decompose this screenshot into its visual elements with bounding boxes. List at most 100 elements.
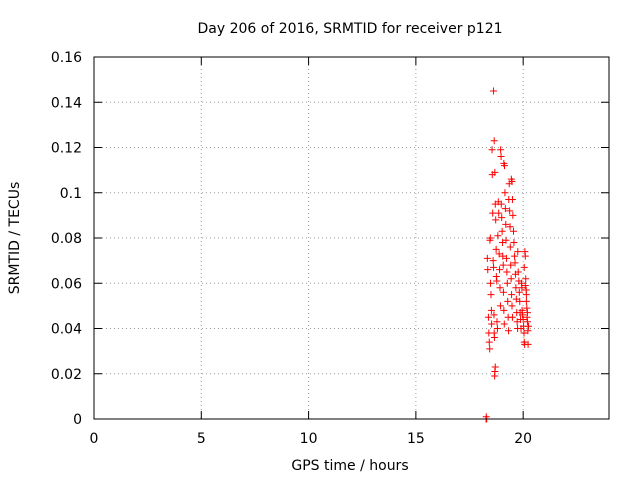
data-point-marker [496, 284, 504, 292]
data-point-marker [492, 245, 500, 253]
y-tick-label: 0.08 [51, 231, 82, 247]
data-point-marker [493, 277, 501, 285]
data-point-marker [503, 279, 511, 287]
y-tick-label: 0.12 [51, 141, 82, 157]
x-tick-label: 20 [514, 431, 532, 447]
data-point-marker [501, 189, 509, 197]
data-point-marker [509, 211, 517, 219]
data-point-marker [493, 318, 501, 326]
data-point-marker [515, 288, 523, 296]
data-point-marker [500, 306, 508, 314]
x-axis-label: GPS time / hours [291, 458, 408, 474]
data-point-marker [524, 340, 532, 348]
x-axis-ticks: 0 5 10 15 20 [90, 57, 532, 447]
data-point-marker [486, 345, 494, 353]
data-point-marker [490, 137, 498, 145]
data-point-marker [508, 291, 516, 299]
data-point-marker [508, 177, 516, 185]
data-point-marker [502, 236, 510, 244]
data-point-marker [521, 252, 529, 260]
data-point-marker [490, 334, 498, 342]
data-point-marker [494, 232, 502, 240]
data-point-marker [484, 313, 492, 321]
data-point-marker [492, 216, 500, 224]
data-point-marker [523, 304, 531, 312]
y-tick-label: 0.1 [60, 186, 82, 202]
data-point-marker [510, 227, 518, 235]
data-point-marker [506, 243, 514, 251]
data-point-marker [488, 146, 496, 154]
data-point-marker [522, 291, 530, 299]
data-point-marker [522, 275, 530, 283]
data-point-marker [511, 252, 519, 260]
data-point-marker [493, 325, 501, 332]
data-point-marker [491, 168, 499, 176]
y-tick-label: 0.14 [51, 95, 82, 111]
data-point-marker [499, 252, 507, 260]
data-point-marker [502, 220, 510, 228]
data-point-marker [510, 239, 518, 247]
data-point-marker [516, 297, 524, 305]
data-points [482, 87, 533, 423]
data-point-marker [486, 234, 494, 242]
data-point-marker [485, 338, 493, 346]
data-point-marker [500, 162, 508, 170]
data-point-marker [523, 318, 531, 326]
grid-lines [94, 57, 609, 419]
data-point-marker [523, 309, 531, 317]
x-tick-label: 0 [90, 431, 99, 447]
data-point-marker [490, 263, 498, 271]
x-tick-label: 5 [197, 431, 206, 447]
data-point-marker [512, 284, 520, 292]
data-point-marker [499, 261, 507, 269]
data-point-marker [487, 291, 495, 299]
data-point-marker [487, 279, 495, 287]
data-point-marker [489, 257, 497, 265]
data-point-marker [514, 248, 522, 256]
x-tick-label: 10 [300, 431, 318, 447]
y-tick-label: 0 [73, 412, 82, 428]
chart-title: Day 206 of 2016, SRMTID for receiver p12… [197, 21, 502, 37]
data-point-marker [484, 266, 492, 274]
data-point-marker [506, 223, 514, 231]
data-point-marker [497, 146, 505, 154]
data-point-marker [519, 311, 527, 319]
data-point-marker [498, 214, 506, 222]
data-point-marker [490, 311, 498, 319]
data-point-marker [514, 268, 522, 276]
y-axis-ticks: 0 0.02 0.04 0.06 0.08 0.1 0.12 0.14 0.16 [51, 50, 609, 428]
data-point-marker [483, 254, 491, 262]
y-tick-label: 0.16 [51, 50, 82, 66]
data-point-marker [508, 313, 516, 321]
data-point-marker [508, 302, 516, 310]
x-tick-label: 15 [407, 431, 425, 447]
data-point-marker [496, 266, 504, 274]
data-point-marker [501, 205, 509, 213]
data-point-marker [497, 153, 505, 161]
y-tick-label: 0.02 [51, 367, 82, 383]
data-point-marker [490, 87, 498, 95]
data-point-marker [495, 250, 503, 258]
data-point-marker [489, 209, 497, 217]
data-point-marker [520, 263, 528, 271]
data-point-marker [508, 196, 516, 204]
data-point-marker [499, 288, 507, 296]
data-point-marker [522, 297, 530, 305]
data-point-marker [505, 327, 513, 335]
data-point-marker [525, 322, 533, 330]
plot-frame [93, 56, 610, 420]
data-point-marker [491, 363, 499, 371]
y-tick-label: 0.04 [51, 322, 82, 338]
data-point-marker [506, 207, 514, 215]
data-point-marker [521, 282, 529, 290]
data-point-marker [497, 200, 505, 208]
data-point-marker [498, 227, 506, 235]
data-point-marker [504, 297, 512, 305]
data-point-marker [507, 275, 515, 283]
data-point-marker [496, 302, 504, 310]
data-point-marker [524, 327, 532, 335]
data-point-marker [488, 320, 496, 328]
data-point-marker [500, 320, 508, 328]
data-point-marker [502, 254, 510, 262]
